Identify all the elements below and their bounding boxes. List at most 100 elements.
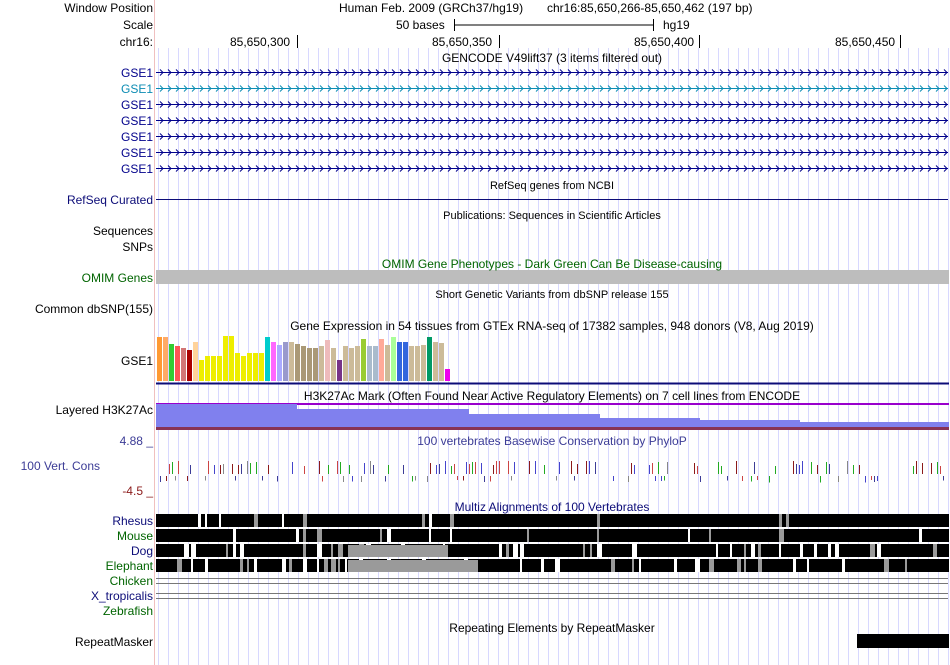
omim-label[interactable]: OMIM Genes — [81, 271, 153, 285]
phylop-mark — [160, 476, 161, 482]
phylop-mark — [913, 466, 914, 474]
multiz-gap — [191, 544, 196, 557]
phylop-mark — [931, 463, 932, 474]
snps-label[interactable]: SNPs — [122, 240, 153, 254]
multiz-gap — [695, 559, 700, 572]
gtex-tissue-bar — [193, 342, 198, 381]
multiz-gap — [884, 559, 889, 572]
multiz-gap — [639, 559, 641, 572]
phylop-mark — [223, 464, 224, 474]
publications-label[interactable]: Sequences — [92, 224, 153, 238]
multiz-gap — [219, 514, 221, 527]
multiz-gap — [205, 514, 207, 527]
multiz-gap — [205, 559, 208, 572]
h3k27ac-track-title: H3K27Ac Mark (Often Found Near Active Re… — [303, 389, 801, 403]
multiz-gap — [240, 559, 243, 572]
phylop-mark — [544, 465, 545, 474]
repeatmasker-label[interactable]: RepeatMasker — [74, 635, 153, 649]
multiz-gap — [317, 559, 319, 572]
multiz-gap — [877, 544, 881, 557]
multiz-gap — [835, 544, 839, 557]
phylop-mark — [574, 476, 575, 481]
gtex-tissue-bar — [241, 356, 246, 381]
multiz-species-label[interactable]: Zebrafish — [102, 604, 153, 618]
phylop-mark — [457, 476, 458, 480]
phylop-mark — [595, 462, 596, 474]
multiz-gap — [716, 544, 718, 557]
h3k27ac-label[interactable]: Layered H3K27Ac — [55, 403, 153, 417]
phylop-mark — [661, 476, 662, 481]
gtex-tissue-bar — [175, 346, 180, 381]
multiz-gap — [800, 544, 803, 557]
phylop-mark — [571, 461, 572, 474]
phylop-mark — [340, 462, 341, 474]
phylop-mark — [613, 476, 614, 481]
multiz-row — [156, 529, 949, 542]
multiz-species-label[interactable]: Dog — [130, 544, 153, 558]
multiz-species-label[interactable]: Rhesus — [112, 514, 153, 528]
phylop-mark — [268, 465, 269, 474]
phylop-mark — [793, 461, 794, 474]
gtex-tissue-bar — [337, 360, 342, 381]
phylop-mark — [628, 476, 629, 482]
phylop-mark — [292, 462, 293, 474]
multiz-gap — [709, 559, 714, 572]
multiz-gap — [807, 559, 809, 572]
gencode-item-label[interactable]: GSE1 — [120, 162, 153, 176]
phylop-mark — [496, 461, 497, 474]
multiz-gap — [303, 544, 306, 557]
multiz-gap — [198, 514, 201, 527]
refseq-label[interactable]: RefSeq Curated — [66, 193, 153, 207]
phylop-mark — [481, 463, 482, 474]
multiz-gap — [779, 544, 781, 557]
multiz-gap — [520, 559, 522, 572]
dbsnp-track-title: Short Genetic Variants from dbSNP releas… — [435, 289, 669, 301]
phylop-mark — [916, 461, 917, 474]
gtex-label[interactable]: GSE1 — [120, 354, 153, 368]
phylop-mark — [190, 465, 191, 474]
phylop-mark — [718, 462, 719, 474]
phylop-mark — [853, 465, 854, 474]
multiz-species-label[interactable]: Elephant — [105, 559, 153, 573]
refseq-track-title: RefSeq genes from NCBI — [489, 180, 615, 192]
phylop-mark — [577, 464, 578, 474]
gencode-item-label[interactable]: GSE1 — [120, 98, 153, 112]
dbsnp-label[interactable]: Common dbSNP(155) — [34, 302, 153, 316]
multiz-gap — [317, 544, 322, 557]
transcript-arrows — [159, 117, 948, 124]
phylop-label[interactable]: 100 Vert. Cons — [20, 459, 100, 473]
gtex-tissue-bar — [169, 344, 174, 381]
phylop-mark — [694, 463, 695, 474]
gtex-tissue-bar — [157, 337, 162, 381]
multiz-gap — [828, 544, 831, 557]
multiz-gap — [870, 544, 875, 557]
window-position-label: Window Position — [64, 1, 153, 15]
gencode-item-label[interactable]: GSE1 — [120, 146, 153, 160]
gtex-tissue-bar — [421, 345, 426, 381]
gtex-tissue-bar — [361, 339, 366, 381]
phylop-mark — [220, 465, 221, 474]
phylop-mark — [754, 462, 755, 474]
gtex-tissue-bar — [313, 348, 318, 381]
gtex-tissue-bar — [403, 342, 408, 381]
phylop-mark — [247, 461, 248, 474]
gencode-item-label[interactable]: GSE1 — [120, 82, 153, 96]
gencode-item-label[interactable]: GSE1 — [120, 114, 153, 128]
multiz-gap — [226, 544, 228, 557]
phylop-mark — [349, 465, 350, 474]
gencode-item-label[interactable]: GSE1 — [120, 130, 153, 144]
transcript-arrows — [159, 101, 948, 108]
multiz-species-label[interactable]: Mouse — [116, 529, 153, 543]
phylop-mark — [277, 476, 278, 482]
multiz-gap — [779, 529, 784, 542]
transcript-arrows — [159, 149, 948, 156]
phylop-mark — [493, 465, 494, 474]
multiz-gap — [289, 559, 292, 572]
gtex-tissue-bar — [181, 348, 186, 381]
multiz-species-label[interactable]: X_tropicalis — [90, 589, 153, 603]
multiz-row — [156, 559, 949, 572]
gencode-item-label[interactable]: GSE1 — [120, 66, 153, 80]
multiz-gap — [583, 544, 585, 557]
multiz-species-label[interactable]: Chicken — [109, 574, 153, 588]
